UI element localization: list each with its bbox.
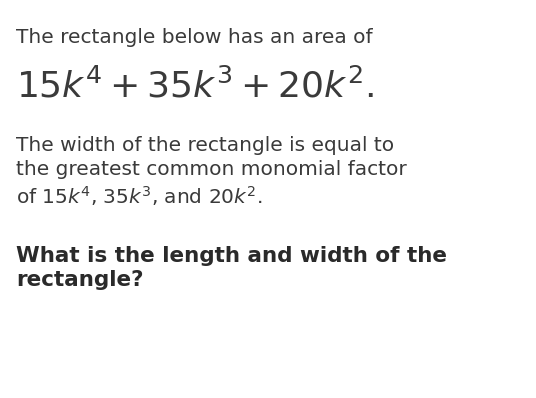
Text: $15k^4 + 35k^3 + 20k^2.$: $15k^4 + 35k^3 + 20k^2.$ — [16, 68, 374, 104]
Text: The width of the rectangle is equal to: The width of the rectangle is equal to — [16, 136, 394, 155]
Text: the greatest common monomial factor: the greatest common monomial factor — [16, 160, 407, 179]
Text: of $15k^4$, $35k^3$, and $20k^2$.: of $15k^4$, $35k^3$, and $20k^2$. — [16, 184, 263, 208]
Text: The rectangle below has an area of: The rectangle below has an area of — [16, 28, 373, 47]
Text: rectangle?: rectangle? — [16, 270, 144, 290]
Text: What is the length and width of the: What is the length and width of the — [16, 246, 447, 266]
